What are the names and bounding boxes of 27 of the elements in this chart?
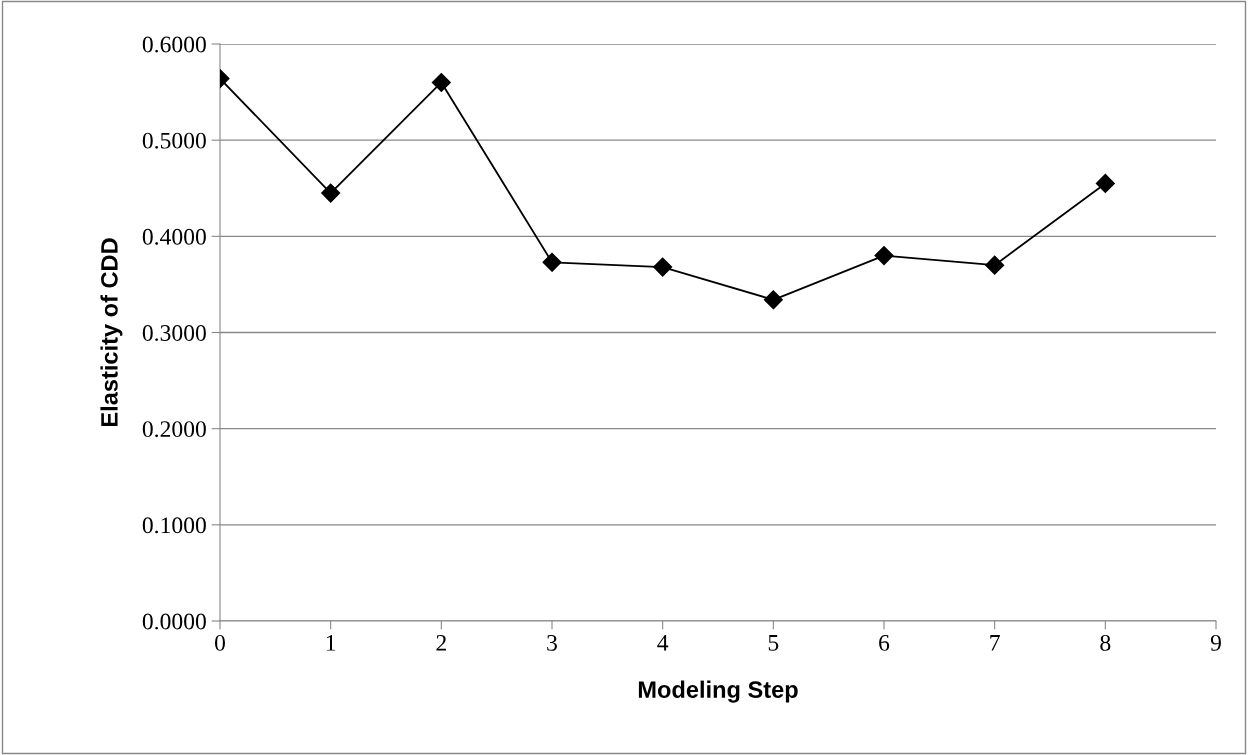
x-tick-label: 9: [1210, 634, 1221, 651]
x-tick-label: 4: [657, 635, 669, 651]
point: [653, 257, 673, 277]
x-tick-label: 1: [326, 634, 336, 651]
point: [431, 72, 451, 93]
y-tick-label: 0.1000: [142, 517, 206, 534]
x-tick-label: 6: [879, 634, 890, 651]
y-tick-label: 0.3000: [142, 324, 206, 342]
point: [1095, 173, 1115, 193]
y-tick-label: 0.2000: [142, 421, 206, 438]
point: [874, 246, 894, 266]
y-tick-label: 0.0000: [142, 613, 206, 630]
y-tick-label: 0.5000: [142, 132, 206, 149]
point: [763, 290, 783, 310]
x-axis-title: Modeling Step: [638, 680, 798, 703]
x-tick-label: 7: [990, 635, 1000, 651]
x-tick-label: 5: [768, 635, 779, 651]
y-axis-title: Elasticity of CDD: [100, 238, 123, 427]
point: [321, 183, 341, 203]
y-tick-label: 0.6000: [142, 36, 206, 53]
y-tick-label: 0.4000: [142, 228, 206, 245]
point: [542, 252, 562, 272]
x-tick-label: 2: [436, 634, 446, 651]
x-tick-label: 3: [547, 634, 557, 651]
x-tick-label: 8: [1100, 634, 1111, 651]
x-tick-label: 0: [215, 634, 225, 651]
point: [985, 255, 1005, 275]
